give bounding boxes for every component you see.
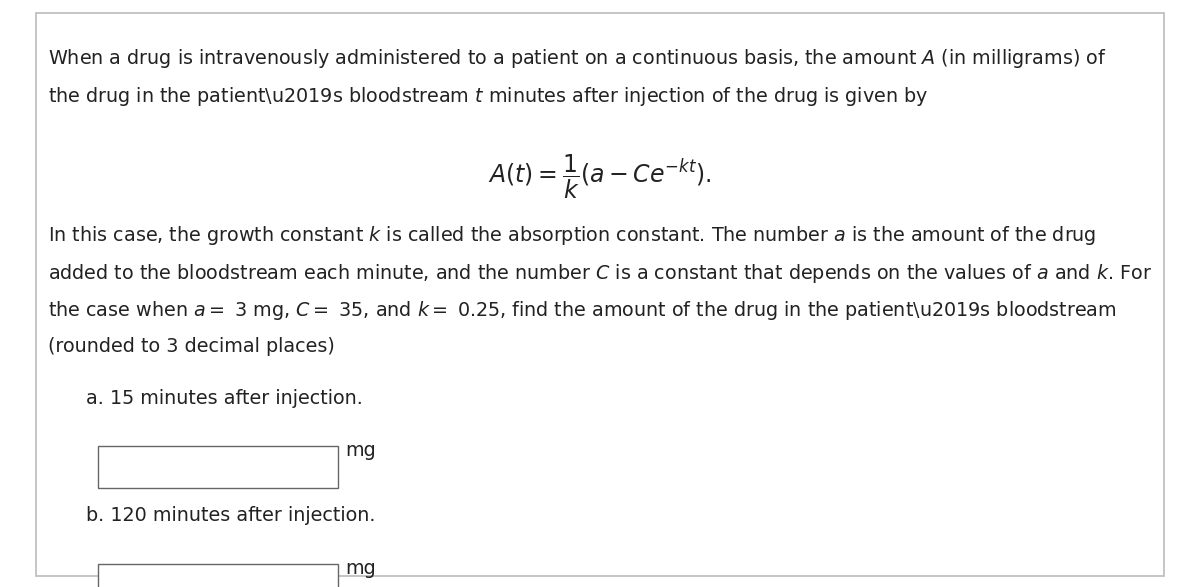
- Text: mg: mg: [346, 441, 377, 460]
- Text: mg: mg: [346, 559, 377, 578]
- Text: In this case, the growth constant $\mathit{k}$ is called the absorption constant: In this case, the growth constant $\math…: [48, 224, 1097, 247]
- Text: the case when $a = $ 3 mg, $C = $ 35, and $k = $ 0.25, find the amount of the dr: the case when $a = $ 3 mg, $C = $ 35, an…: [48, 299, 1117, 322]
- FancyBboxPatch shape: [98, 446, 338, 488]
- Text: the drug in the patient\u2019s bloodstream $\mathit{t}$ minutes after injection : the drug in the patient\u2019s bloodstre…: [48, 85, 929, 107]
- FancyBboxPatch shape: [98, 564, 338, 587]
- Text: When a drug is intravenously administered to a patient on a continuous basis, th: When a drug is intravenously administere…: [48, 47, 1106, 70]
- Text: $A(t) = \dfrac{1}{k}\left(a - Ce^{-kt}\right).$: $A(t) = \dfrac{1}{k}\left(a - Ce^{-kt}\r…: [488, 153, 712, 201]
- Text: a. 15 minutes after injection.: a. 15 minutes after injection.: [86, 389, 364, 407]
- Text: added to the bloodstream each minute, and the number $\mathit{C}$ is a constant : added to the bloodstream each minute, an…: [48, 262, 1152, 285]
- Text: b. 120 minutes after injection.: b. 120 minutes after injection.: [86, 506, 376, 525]
- FancyBboxPatch shape: [36, 13, 1164, 576]
- Text: (rounded to 3 decimal places): (rounded to 3 decimal places): [48, 337, 335, 356]
